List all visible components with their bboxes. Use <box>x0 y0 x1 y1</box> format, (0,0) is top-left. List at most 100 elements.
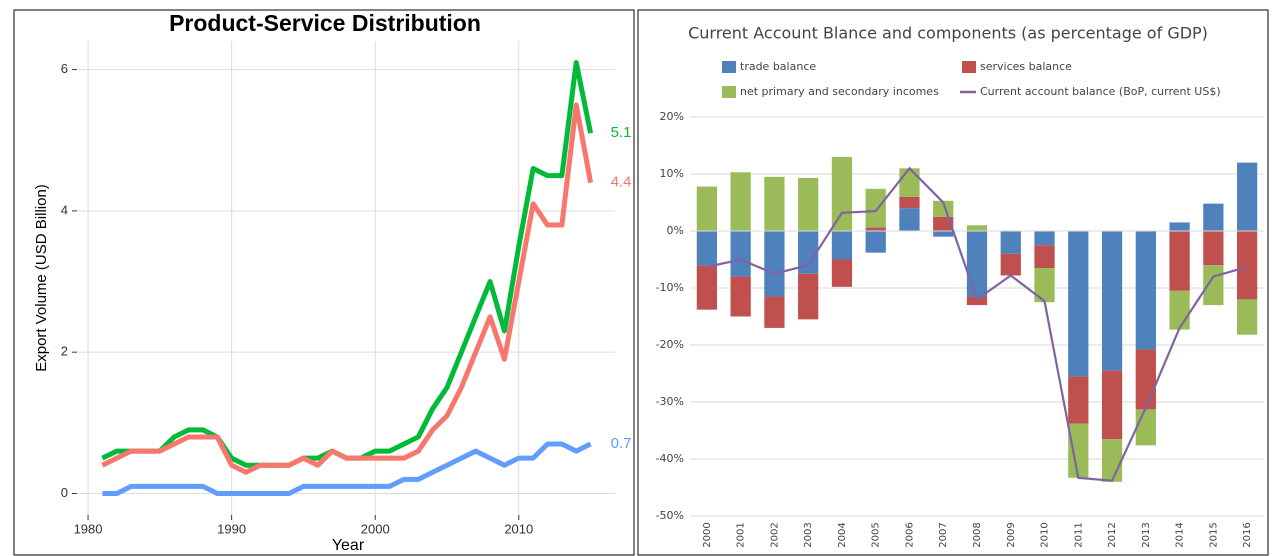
x-tick-label: 2008 <box>972 522 983 547</box>
line <box>102 441 592 496</box>
bar-segment <box>933 200 954 217</box>
line <box>101 102 594 475</box>
bar-segment <box>696 265 718 310</box>
legend-label: Current account balance (BoP, current US… <box>980 85 1221 98</box>
bar-segment <box>1169 222 1190 231</box>
x-tick-label: 2010 <box>504 521 533 536</box>
bar-segment <box>1135 231 1156 350</box>
x-tick-label: 2003 <box>803 522 814 547</box>
bar-segment <box>730 276 751 317</box>
x-tick-label: 2004 <box>837 522 848 547</box>
bar-segment <box>865 188 886 228</box>
bar-segment <box>1034 245 1055 269</box>
bar-segment <box>933 231 954 237</box>
bar-segment <box>865 227 886 231</box>
bar-segment <box>899 196 920 209</box>
y-tick-label: -20% <box>656 338 684 351</box>
bar-segment <box>899 208 920 231</box>
bar-segment <box>966 296 988 306</box>
bar-segment <box>899 168 920 197</box>
y-axis-label: Export Volume (USD Billion) <box>33 184 50 372</box>
x-tick-label: 2006 <box>904 522 915 547</box>
bar-segment <box>831 231 853 260</box>
bar-segment <box>1034 268 1055 303</box>
x-tick-label: 2013 <box>1141 522 1152 547</box>
bar-segment <box>764 176 785 231</box>
y-tick-label: 20% <box>660 110 684 123</box>
legend-label: trade balance <box>740 60 816 73</box>
bar-segment <box>730 172 751 231</box>
y-tick-label: -50% <box>656 509 684 522</box>
left-panel <box>13 9 635 556</box>
y-tick-label: 0 <box>61 485 68 500</box>
legend-label: net primary and secondary incomes <box>740 85 939 98</box>
bar-segment <box>798 177 819 231</box>
chart-title: Current Account Blance and components (a… <box>688 24 1208 43</box>
end-label: 5.1 <box>611 124 632 141</box>
end-label: 4.4 <box>611 174 632 191</box>
x-tick-label: 2000 <box>361 521 390 536</box>
y-tick-label: 2 <box>61 344 68 359</box>
bar-segment <box>764 231 785 297</box>
bar-segment <box>1135 349 1156 410</box>
bar-segment <box>1236 231 1258 300</box>
x-tick-label: 2016 <box>1242 522 1253 547</box>
bar-segment <box>865 231 886 253</box>
y-tick-label: 10% <box>660 167 684 180</box>
y-tick-label: -40% <box>656 452 684 465</box>
x-tick-label: 2015 <box>1208 522 1219 547</box>
bar-segment <box>1068 376 1089 424</box>
x-tick-label: 2007 <box>938 522 949 547</box>
bar-segment <box>1101 231 1123 371</box>
bar-segment <box>1236 162 1258 231</box>
bar-segment <box>966 231 988 297</box>
bar-segment <box>1101 370 1123 440</box>
x-tick-label: 1980 <box>74 521 103 536</box>
x-tick-label: 2000 <box>702 522 713 547</box>
bar-segment <box>831 259 853 287</box>
bar-segment <box>798 231 819 274</box>
y-tick-label: 0% <box>667 224 684 237</box>
bar-segment <box>730 231 751 277</box>
x-tick-label: 2001 <box>736 522 747 547</box>
bar-segment <box>1000 253 1021 276</box>
left-chart: Product-Service Distribution Year Export… <box>33 10 631 554</box>
legend-swatch <box>722 61 736 73</box>
y-tick-label: -10% <box>656 281 684 294</box>
bar-segment <box>1068 231 1089 377</box>
bar-segment <box>1236 299 1258 335</box>
bar-segment <box>1068 423 1089 478</box>
right-chart: Current Account Blance and components (a… <box>656 24 1264 548</box>
bar-segment <box>1135 409 1156 446</box>
bar-segment <box>696 186 718 231</box>
legend-swatch <box>962 61 976 73</box>
line <box>706 166 1248 482</box>
bar-segment <box>1169 290 1190 330</box>
bar-segment <box>798 273 819 320</box>
legend-swatch <box>722 86 736 98</box>
bar-segment <box>1203 231 1224 266</box>
bar-segment <box>1203 203 1224 231</box>
x-tick-label: 2009 <box>1006 522 1017 547</box>
bar-segment <box>831 156 853 231</box>
y-tick-label: -30% <box>656 395 684 408</box>
x-tick-label: 2010 <box>1040 522 1051 547</box>
chart-title: Product-Service Distribution <box>169 10 481 36</box>
bar-segment <box>696 231 718 266</box>
x-tick-label: 2012 <box>1107 522 1118 547</box>
x-axis-label: Year <box>332 537 365 554</box>
x-tick-label: 2011 <box>1073 522 1084 547</box>
bar-segment <box>1101 439 1123 482</box>
x-tick-label: 1990 <box>217 521 246 536</box>
end-label: 0.7 <box>611 435 632 452</box>
bar-segment <box>1203 265 1224 306</box>
bar-segment <box>764 296 785 328</box>
bar-segment <box>966 225 988 231</box>
y-tick-label: 4 <box>61 202 68 217</box>
bar-segment <box>1034 231 1055 246</box>
bar-segment <box>1169 231 1190 291</box>
bar-segment <box>1000 231 1021 254</box>
x-tick-label: 2002 <box>769 522 780 547</box>
x-tick-label: 2005 <box>871 522 882 547</box>
